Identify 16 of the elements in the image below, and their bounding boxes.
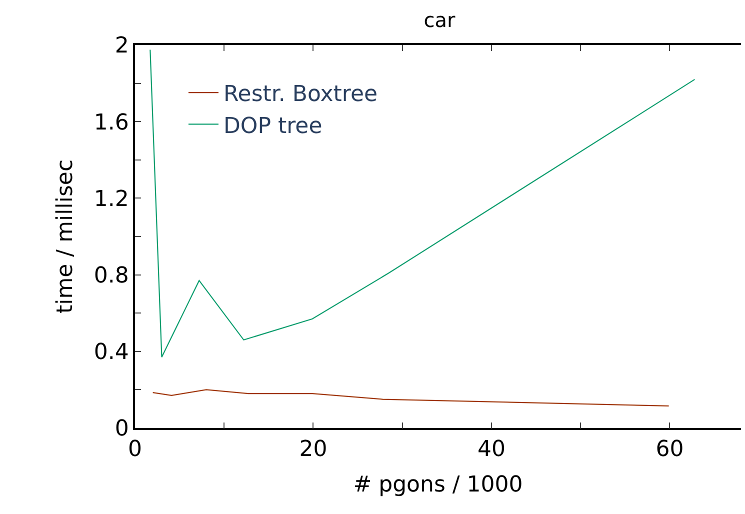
x-axis-title: # pgons / 1000: [353, 472, 523, 498]
legend-label: Restr. Boxtree: [223, 82, 378, 108]
y-tick-label: 1.6: [94, 110, 129, 136]
y-tick-label: 0.8: [94, 264, 129, 288]
y-axis-title: time / millisec: [53, 159, 78, 314]
line-series: [152, 389, 670, 407]
chart-title: car: [424, 8, 456, 32]
line-series: [150, 49, 696, 358]
y-tick-label: 2: [114, 34, 129, 59]
x-tick-label: 60: [656, 437, 684, 462]
y-tick-label: 0.4: [94, 340, 129, 366]
x-tick-label: 40: [477, 437, 506, 462]
y-tick-label: 1.2: [94, 186, 129, 212]
y-tick-label: 0: [114, 416, 129, 442]
x-tick-label: 20: [299, 437, 328, 462]
legend-label: DOP tree: [223, 114, 322, 139]
